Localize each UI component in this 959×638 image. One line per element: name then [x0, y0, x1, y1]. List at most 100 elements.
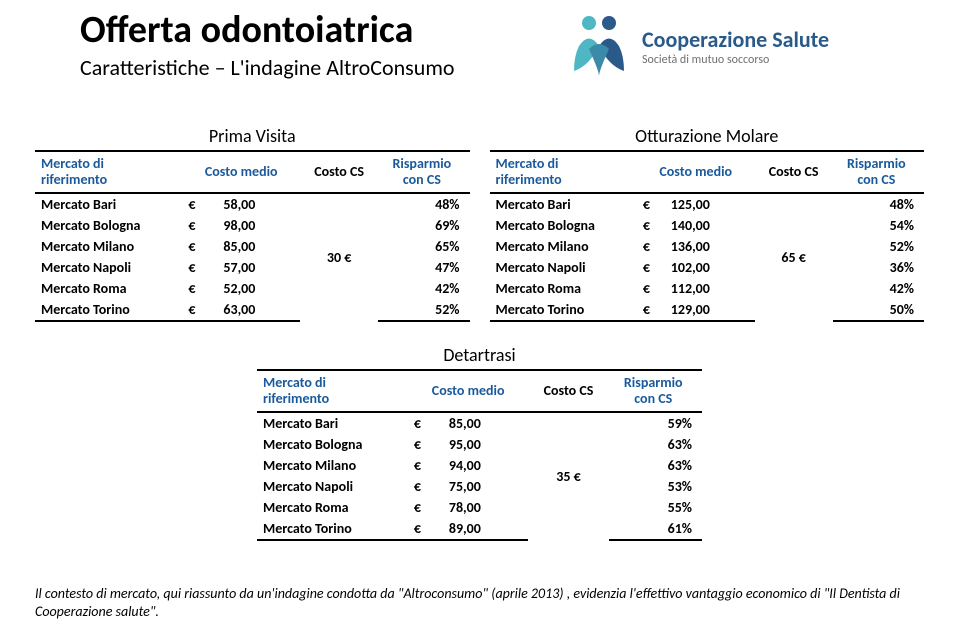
cell-costo-medio: €136,00 — [633, 236, 755, 257]
cell-risparmio: 61% — [609, 518, 702, 540]
cell-costo-cs: 65 € — [755, 193, 833, 321]
cell-costo-medio: €63,00 — [178, 299, 300, 321]
cell-risparmio: 52% — [378, 299, 469, 321]
cell-costo-medio: €89,00 — [404, 518, 529, 540]
cell-risparmio: 48% — [378, 193, 469, 215]
cell-risparmio: 69% — [378, 215, 469, 236]
table-title: Otturazione Molare — [490, 125, 925, 147]
cell-risparmio: 48% — [833, 193, 924, 215]
table-row: Mercato Napoli€102,0036% — [490, 257, 925, 278]
col-costo-medio: Costo medio — [404, 370, 529, 412]
cell-market: Mercato Napoli — [490, 257, 633, 278]
table-title: Detartrasi — [257, 344, 702, 366]
logo: Cooperazione Salute Società di mutuo soc… — [564, 2, 934, 90]
col-costo-cs: Costo CS — [300, 151, 378, 193]
col-costo-medio: Costo medio — [178, 151, 300, 193]
table-row: Mercato Bologna€95,00 63% — [257, 434, 702, 455]
cell-costo-medio: €52,00 — [178, 278, 300, 299]
cell-risparmio: 63% — [609, 434, 702, 455]
page-subtitle: Caratteristiche – L'indagine AltroConsum… — [80, 54, 455, 81]
col-mercato: Mercato diriferimento — [490, 151, 633, 193]
logo-title: Cooperazione Salute — [642, 26, 829, 53]
table-row: Mercato Milano€94,00 63% — [257, 455, 702, 476]
cell-market: Mercato Bari — [257, 412, 404, 434]
col-risparmio: Risparmiocon CS — [609, 370, 702, 412]
cell-costo-medio: €85,00 — [404, 412, 529, 434]
cell-market: Mercato Roma — [257, 497, 404, 518]
cell-risparmio: 53% — [609, 476, 702, 497]
col-costo-cs: Costo CS — [755, 151, 833, 193]
cell-costo-medio: €140,00 — [633, 215, 755, 236]
table-row: Mercato Roma€112,00 42% — [490, 278, 925, 299]
cell-costo-medio: €57,00 — [178, 257, 300, 278]
cell-costo-medio: €78,00 — [404, 497, 529, 518]
cell-costo-cs: 30 € — [300, 193, 378, 321]
table-row: Mercato Napoli€57,00 47% — [35, 257, 470, 278]
cell-costo-medio: €129,00 — [633, 299, 755, 321]
col-risparmio: Risparmiocon CS — [378, 151, 469, 193]
col-risparmio: Risparmiocon CS — [833, 151, 924, 193]
cell-market: Mercato Torino — [35, 299, 178, 321]
logo-text: Cooperazione Salute Società di mutuo soc… — [642, 26, 829, 67]
table-detartrasi: Detartrasi Mercato diriferimentoCosto me… — [257, 344, 702, 541]
cell-costo-medio: €95,00 — [404, 434, 529, 455]
cell-market: Mercato Torino — [257, 518, 404, 540]
cell-market: Mercato Bologna — [257, 434, 404, 455]
footer-note: Il contesto di mercato, qui riassunto da… — [35, 585, 924, 620]
data-table: Mercato diriferimentoCosto medioCosto CS… — [35, 150, 470, 322]
col-costo-cs: Costo CS — [528, 370, 608, 412]
col-mercato: Mercato diriferimento — [257, 370, 404, 412]
table-row: Mercato Torino€89,00 61% — [257, 518, 702, 540]
cell-market: Mercato Milano — [490, 236, 633, 257]
col-mercato: Mercato diriferimento — [35, 151, 178, 193]
table-prima-visita: Prima Visita Mercato diriferimentoCosto … — [35, 125, 470, 322]
cell-costo-medio: €75,00 — [404, 476, 529, 497]
cell-costo-medio: €94,00 — [404, 455, 529, 476]
cell-market: Mercato Milano — [35, 236, 178, 257]
table-row: Mercato Bologna€98,0069% — [35, 215, 470, 236]
cell-market: Mercato Roma — [490, 278, 633, 299]
table-row: Mercato Milano€136,00 52% — [490, 236, 925, 257]
cell-market: Mercato Napoli — [257, 476, 404, 497]
logo-subtitle: Società di mutuo soccorso — [642, 53, 829, 67]
cell-risparmio: 52% — [833, 236, 924, 257]
header: Offerta odontoiatrica Caratteristiche – … — [0, 0, 959, 100]
cell-market: Mercato Bologna — [490, 215, 633, 236]
cell-risparmio: 65% — [378, 236, 469, 257]
cell-risparmio: 47% — [378, 257, 469, 278]
cell-market: Mercato Milano — [257, 455, 404, 476]
table-row: Mercato Milano€85,00 65% — [35, 236, 470, 257]
table-row: Mercato Napoli€75,00 53% — [257, 476, 702, 497]
cell-risparmio: 55% — [609, 497, 702, 518]
cell-market: Mercato Roma — [35, 278, 178, 299]
cell-risparmio: 36% — [833, 257, 924, 278]
table-title: Prima Visita — [35, 125, 470, 147]
cell-costo-cs: 35 € — [528, 412, 608, 540]
table-row: Mercato Roma€52,00 42% — [35, 278, 470, 299]
cell-risparmio: 59% — [609, 412, 702, 434]
cell-market: Mercato Bari — [490, 193, 633, 215]
data-table: Mercato diriferimentoCosto medioCosto CS… — [257, 369, 702, 541]
page-title: Offerta odontoiatrica — [80, 10, 455, 52]
tables-top-row: Prima Visita Mercato diriferimentoCosto … — [0, 100, 959, 322]
logo-icon — [564, 11, 634, 81]
data-table: Mercato diriferimentoCosto medioCosto CS… — [490, 150, 925, 322]
cell-market: Mercato Napoli — [35, 257, 178, 278]
table-row: Mercato Bari€85,0035 €59% — [257, 412, 702, 434]
title-block: Offerta odontoiatrica Caratteristiche – … — [80, 10, 455, 81]
table-otturazione: Otturazione Molare Mercato diriferimento… — [490, 125, 925, 322]
cell-costo-medio: €112,00 — [633, 278, 755, 299]
table-row: Mercato Bologna€140,0054% — [490, 215, 925, 236]
cell-risparmio: 42% — [378, 278, 469, 299]
table-row: Mercato Bari€58,0030 €48% — [35, 193, 470, 215]
cell-market: Mercato Bologna — [35, 215, 178, 236]
table-row: Mercato Torino€129,0050% — [490, 299, 925, 321]
col-costo-medio: Costo medio — [633, 151, 755, 193]
cell-costo-medio: €85,00 — [178, 236, 300, 257]
cell-risparmio: 50% — [833, 299, 924, 321]
cell-risparmio: 42% — [833, 278, 924, 299]
cell-market: Mercato Bari — [35, 193, 178, 215]
table-row: Mercato Torino€63,00 52% — [35, 299, 470, 321]
cell-risparmio: 63% — [609, 455, 702, 476]
cell-costo-medio: €125,00 — [633, 193, 755, 215]
